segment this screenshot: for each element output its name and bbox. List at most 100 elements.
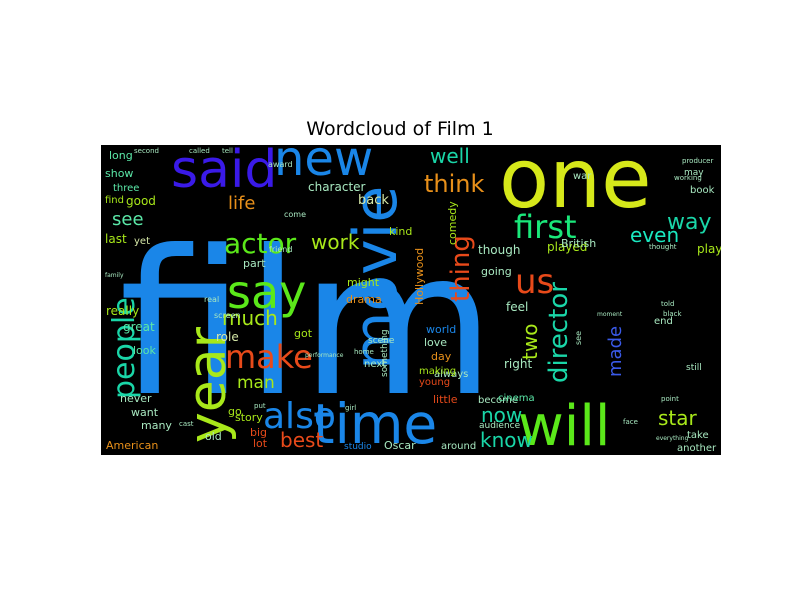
word-right: right (504, 357, 532, 371)
word-many: many (141, 419, 172, 432)
word-moment: moment (597, 311, 623, 318)
word-cinema: cinema (498, 393, 535, 404)
word-big: big (250, 426, 267, 439)
word-studio: studio (344, 442, 372, 452)
word-character: character (308, 180, 366, 194)
word-know: know (480, 428, 533, 452)
word-called: called (189, 147, 210, 155)
word-home: home (354, 348, 374, 356)
word-kind: kind (389, 225, 412, 238)
word-comedy: comedy (446, 201, 459, 245)
word-oscar: Oscar (384, 439, 416, 452)
word-star: star (658, 406, 698, 430)
word-best: best (280, 428, 323, 452)
word-though: though (478, 243, 520, 257)
word-scene: scene (368, 336, 395, 346)
word-new: new (274, 145, 373, 187)
wordcloud-background (101, 145, 721, 455)
word-back: back (358, 193, 389, 208)
word-will: will (518, 394, 610, 455)
word-life: life (228, 193, 255, 214)
word-thought: thought (649, 243, 677, 251)
word-people: people (107, 297, 142, 399)
word-tell: tell (222, 147, 233, 155)
word-end: end (654, 316, 673, 327)
word-go: go (228, 405, 242, 418)
word-time: time (313, 392, 437, 455)
word-role: role (216, 330, 239, 344)
word-become: become (478, 395, 518, 406)
word-find: find (105, 195, 124, 206)
word-year: year (178, 326, 238, 443)
word-world: world (426, 323, 456, 336)
word-making: making (419, 366, 456, 377)
word-long: long (109, 149, 133, 162)
word-say: say (227, 265, 306, 319)
word-love: love (424, 336, 447, 349)
word-director: director (544, 282, 574, 383)
word-now: now (481, 403, 522, 427)
word-well: well (430, 145, 470, 168)
word-three: three (113, 183, 139, 194)
word-working: working (674, 174, 702, 182)
word-told: told (661, 300, 674, 308)
word-feel: feel (506, 300, 528, 314)
word-said: said (171, 145, 277, 200)
word-play: play (697, 242, 721, 256)
word-little: little (433, 393, 458, 406)
word-two: two (518, 324, 542, 360)
word-day: day (431, 350, 452, 363)
word-work: work (311, 230, 360, 254)
wordcloud-canvas: film one movie time will year said new say also ma… (101, 145, 721, 455)
word-hollywood: Hollywood (413, 248, 426, 305)
word-another: another (677, 443, 717, 454)
word-performance: performance (305, 352, 344, 359)
word-point: point (661, 395, 679, 403)
word-one: one (499, 145, 652, 227)
word-still: still (686, 363, 702, 373)
word-girl: girl (345, 404, 356, 412)
word-everything: everything (656, 435, 689, 442)
word-something: something (380, 329, 390, 377)
word-make: make (225, 338, 313, 376)
word-much: much (222, 306, 278, 330)
word-face: face (623, 418, 638, 426)
word-put: put (254, 402, 266, 410)
word-book: book (690, 185, 715, 196)
word-next: next (364, 359, 386, 370)
word-look: look (133, 344, 157, 357)
word-got: got (294, 327, 313, 340)
word-great: great (123, 320, 155, 334)
chart-title: Wordcloud of Film 1 (306, 118, 494, 140)
word-family: family (105, 272, 124, 279)
word-come: come (284, 210, 306, 219)
word-may: may (684, 168, 704, 178)
word-movie: movie (341, 186, 411, 370)
word-around: around (441, 441, 476, 452)
word-friend: friend (269, 245, 292, 254)
word-last: last (105, 232, 127, 246)
word-british: British (561, 237, 596, 250)
word-audience: audience (479, 421, 521, 431)
word-made: made (605, 326, 626, 377)
word-see: see (574, 331, 583, 345)
word-cast: cast (179, 420, 194, 428)
word-drama: drama (346, 293, 382, 306)
word-want: want (131, 406, 159, 419)
word-thing: thing (446, 235, 476, 302)
word-played: played (547, 240, 587, 254)
word-really: really (106, 304, 139, 318)
word-us: us (515, 262, 554, 302)
word-way: way (667, 210, 712, 235)
word-american: American (106, 439, 158, 452)
word-actor: actor (224, 227, 297, 260)
word-never: never (120, 392, 152, 405)
word-war: war (573, 171, 592, 182)
word-man: man (237, 373, 275, 393)
word-take: take (687, 430, 709, 441)
word-see: see (112, 209, 144, 230)
word-real: real (204, 295, 219, 304)
word-story: story (235, 411, 263, 424)
word-yet: yet (134, 236, 150, 247)
